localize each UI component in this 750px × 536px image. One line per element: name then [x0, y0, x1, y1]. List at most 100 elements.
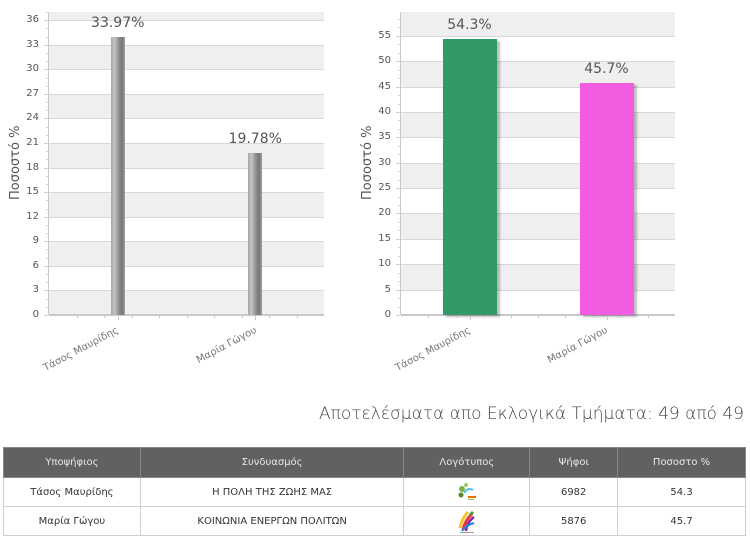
- x-minor-tick: [296, 316, 298, 318]
- gridline: [49, 69, 324, 71]
- y-minor-tick: [398, 162, 400, 164]
- x-minor-tick: [620, 316, 622, 318]
- y-tick-label: 25: [378, 182, 391, 194]
- x-minor-tick: [241, 316, 243, 318]
- value-label: 54.3%: [447, 17, 492, 34]
- y-minor-tick: [398, 69, 400, 71]
- y-minor-tick: [46, 44, 48, 46]
- y-minor-tick: [46, 118, 48, 120]
- y-minor-tick: [46, 200, 48, 202]
- gridline: [401, 238, 675, 240]
- y-minor-tick: [46, 175, 48, 177]
- grid-band: [49, 290, 324, 315]
- results-table: Υποψήφιος Συνδυασμός Λογότυπος Ψήφοι Ποσ…: [3, 447, 746, 536]
- header-party[interactable]: Συνδυασμός: [139, 447, 405, 478]
- y-minor-tick: [398, 306, 400, 308]
- bar-gogou[interactable]: [579, 83, 634, 315]
- gridline: [49, 167, 324, 169]
- header-logo[interactable]: Λογότυπος: [403, 447, 531, 478]
- y-minor-tick: [398, 281, 400, 283]
- y-tick-label: 20: [378, 207, 391, 219]
- value-label: 45.7%: [584, 61, 629, 78]
- gridline: [401, 137, 675, 139]
- y-minor-tick: [398, 213, 400, 215]
- x-minor-tick: [214, 316, 215, 318]
- y-minor-tick: [398, 247, 400, 249]
- gridline: [401, 162, 675, 164]
- votes: 5876: [529, 506, 619, 536]
- y-minor-tick: [46, 315, 48, 316]
- gridline: [49, 143, 324, 145]
- x-minor-tick: [565, 316, 567, 318]
- grid-band: [49, 44, 324, 70]
- y-minor-tick: [398, 35, 400, 37]
- y-tick-label: 33: [26, 38, 39, 50]
- y-minor-tick: [398, 145, 400, 147]
- y-minor-tick: [398, 18, 400, 20]
- gridline: [49, 44, 324, 46]
- y-axis: [400, 12, 401, 315]
- y-minor-tick: [46, 52, 48, 54]
- y-minor-tick: [46, 241, 48, 243]
- gridline: [401, 264, 675, 266]
- percent: 45.7: [617, 506, 746, 536]
- x-tick: [255, 316, 257, 320]
- bar-gogou[interactable]: [248, 153, 263, 315]
- y-minor-tick: [46, 126, 48, 128]
- x-tick: [117, 316, 119, 320]
- y-minor-tick: [46, 208, 48, 210]
- header-candidate[interactable]: Υποψήφιος: [3, 447, 141, 478]
- y-tick-label: 36: [26, 14, 39, 26]
- y-minor-tick: [398, 298, 400, 300]
- y-minor-tick: [46, 249, 48, 251]
- y-minor-tick: [46, 61, 48, 63]
- header-percent[interactable]: Ποσοστο %: [617, 447, 746, 478]
- y-minor-tick: [46, 143, 48, 145]
- y-minor-tick: [46, 159, 48, 161]
- x-axis-label: Μαρία Γώγου: [545, 325, 610, 366]
- right-bar-chart: Ποσοστό % 0 5 10 15 20 25 30 35 40 45 50 55 54.3% Τάσ…: [360, 12, 675, 374]
- bar-mavridis[interactable]: [442, 39, 497, 315]
- table-row: Μαρία Γώγου ΚΟΙΝΩΝΙΑ ΕΝΕΡΓΩΝ ΠΟΛΙΤΩΝ 587…: [3, 506, 746, 536]
- y-tick-label: 9: [32, 235, 39, 247]
- x-axis: [401, 314, 675, 316]
- grid-band: [49, 12, 324, 21]
- y-minor-tick: [46, 20, 48, 22]
- y-minor-tick: [46, 36, 48, 38]
- y-minor-tick: [398, 315, 400, 316]
- y-axis: [48, 12, 49, 315]
- y-minor-tick: [398, 137, 400, 139]
- y-minor-tick: [46, 274, 48, 276]
- y-tick-label: 55: [378, 29, 391, 41]
- grid-band: [49, 192, 324, 217]
- y-tick-label: 15: [26, 186, 39, 198]
- x-minor-tick: [592, 316, 594, 318]
- y-tick-label: 10: [378, 258, 391, 270]
- y-minor-tick: [46, 298, 48, 300]
- y-minor-tick: [398, 272, 400, 274]
- y-minor-tick: [398, 238, 400, 240]
- header-votes[interactable]: Ψήφοι: [529, 447, 619, 478]
- y-minor-tick: [398, 196, 400, 198]
- y-tick-label: 6: [32, 259, 39, 271]
- y-tick-label: 30: [26, 63, 39, 75]
- y-minor-tick: [46, 290, 48, 292]
- gridline: [49, 93, 324, 95]
- percent: 54.3: [617, 477, 746, 507]
- gridline: [49, 192, 324, 194]
- y-minor-tick: [398, 120, 400, 122]
- y-minor-tick: [398, 205, 400, 207]
- x-minor-tick: [455, 316, 457, 318]
- y-tick-label: 0: [384, 309, 391, 320]
- plot-area: 0 5 10 15 20 25 30 35 40 45 50 55 54.3% Τάσος Μαυρίδη…: [378, 12, 675, 374]
- x-minor-tick: [269, 316, 270, 318]
- party-name: ΚΟΙΝΩΝΙΑ ΕΝΕΡΓΩΝ ΠΟΛΙΤΩΝ: [139, 506, 405, 536]
- y-minor-tick: [398, 154, 400, 156]
- bar-mavridis[interactable]: [110, 36, 125, 315]
- y-minor-tick: [46, 233, 48, 235]
- x-axis-label: Τάσος Μαυρίδης: [393, 325, 473, 374]
- y-tick-label: 35: [378, 131, 391, 143]
- value-label: 33.97%: [91, 14, 145, 31]
- gridline: [49, 241, 324, 243]
- x-minor-tick: [428, 316, 430, 318]
